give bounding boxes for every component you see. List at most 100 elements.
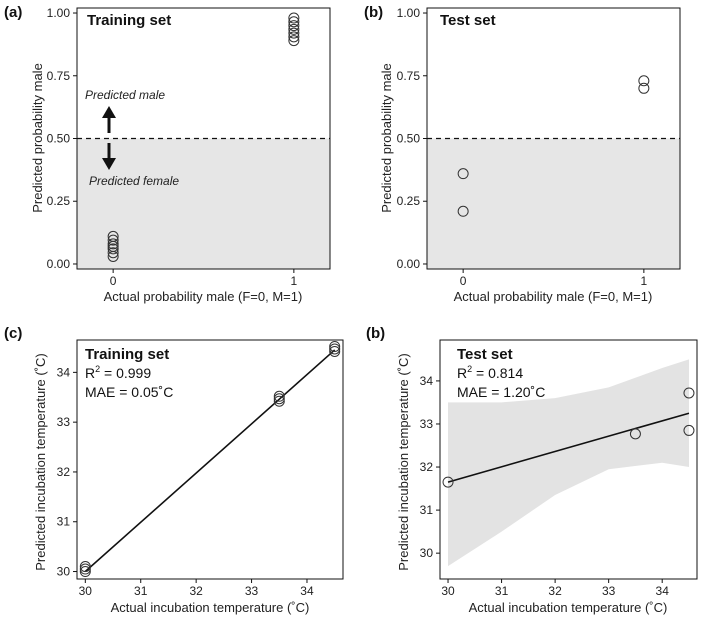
arrow-up-icon (102, 106, 116, 133)
frame-border (76, 339, 344, 580)
panel-title: Test set (457, 346, 513, 363)
y-tick-label: 0.75 (47, 69, 71, 83)
data-point (107, 230, 119, 242)
x-tick-label: 0 (460, 274, 467, 288)
y-tick-label: 0.50 (397, 132, 421, 146)
axis-ticks: 0 1 0.00 0.25 0.50 0.75 1.00 (47, 6, 298, 288)
mae-stat: MAE = 1.20˚C (457, 384, 545, 400)
data-point (273, 395, 285, 407)
panel-title: Training set (87, 12, 171, 29)
x-axis-label: Actual probability male (F=0, M=1) (454, 289, 653, 304)
y-tick-label: 0.75 (397, 69, 421, 83)
x-tick-label: 31 (495, 584, 509, 598)
data-points (442, 387, 695, 488)
data-point (107, 243, 119, 255)
data-point (288, 31, 300, 43)
data-point (683, 424, 695, 436)
data-points (79, 340, 341, 578)
y-tick-label: 31 (420, 503, 434, 517)
y-axis-label: Predicted probability male (379, 63, 394, 213)
data-points (107, 12, 300, 262)
y-tick-label: 0.00 (47, 257, 71, 271)
x-tick-label: 32 (548, 584, 562, 598)
data-point (329, 343, 341, 355)
shaded-region (77, 138, 330, 269)
x-tick-label: 33 (602, 584, 616, 598)
data-point (683, 387, 695, 399)
x-tick-label: 34 (656, 584, 670, 598)
y-tick-label: 33 (57, 415, 71, 429)
x-tick-label: 31 (134, 584, 148, 598)
y-tick-label: 33 (420, 417, 434, 431)
r-squared-stat: R2 = 0.999 (85, 364, 151, 381)
x-tick-label: 30 (79, 584, 93, 598)
x-tick-label: 30 (441, 584, 455, 598)
axis-ticks: 30 31 32 33 34 30 31 32 33 34 (57, 365, 314, 598)
r-squared-stat: R2 = 0.814 (457, 364, 523, 381)
fit-line (84, 349, 336, 573)
data-point (638, 75, 650, 87)
y-tick-label: 0.50 (47, 132, 71, 146)
data-point (107, 234, 119, 246)
confidence-band (448, 359, 689, 567)
data-point (638, 82, 650, 94)
data-point (442, 476, 454, 488)
x-axis-label: Actual incubation temperature (˚C) (111, 600, 310, 615)
data-point (79, 566, 91, 578)
data-point (288, 16, 300, 28)
data-point (288, 20, 300, 32)
panel-title: Training set (85, 346, 169, 363)
panel-label: (b) (366, 325, 385, 342)
arrow-down-icon (102, 143, 116, 170)
panel-c-training-temperature: (c) 30 31 32 33 34 30 31 32 33 34 Training set R2… (4, 325, 344, 615)
x-axis-label: Actual incubation temperature (˚C) (469, 600, 668, 615)
data-point (79, 563, 91, 575)
panel-b-test-temperature: (b) 30 31 32 33 34 30 31 32 33 34 Test set R2 = 0… (366, 325, 698, 615)
data-point (457, 205, 469, 217)
data-point (273, 390, 285, 402)
y-tick-label: 32 (420, 460, 434, 474)
y-tick-label: 0.00 (397, 257, 421, 271)
y-axis-label: Predicted incubation temperature (˚C) (396, 353, 411, 571)
x-tick-label: 1 (641, 274, 648, 288)
axis-ticks: 30 31 32 33 34 30 31 32 33 34 (420, 374, 670, 598)
fit-line (447, 412, 690, 483)
data-point (629, 428, 641, 440)
female-region-shading (77, 138, 330, 269)
data-point (288, 27, 300, 39)
y-axis-label: Predicted probability male (30, 63, 45, 213)
x-tick-label: 32 (189, 584, 203, 598)
panel-b-test-probability: (b) 0 1 0.00 0.25 0.50 0.75 1.00 Test set Actu… (364, 4, 681, 304)
shaded-region (427, 138, 680, 269)
data-point (107, 247, 119, 259)
y-tick-label: 31 (57, 515, 71, 529)
data-point (79, 561, 91, 573)
panel-label: (c) (4, 325, 22, 342)
annotation-predicted-female: Predicted female (89, 174, 179, 188)
confidence-band-area (448, 359, 689, 567)
data-point (288, 12, 300, 24)
y-tick-label: 34 (57, 365, 71, 379)
data-point (273, 393, 285, 405)
y-axis-label: Predicted incubation temperature (˚C) (33, 353, 48, 571)
frame-border (439, 339, 698, 580)
data-point (457, 168, 469, 180)
axis-ticks: 0 1 0.00 0.25 0.50 0.75 1.00 (397, 6, 648, 288)
mae-stat: MAE = 0.05˚C (85, 384, 173, 400)
female-region-shading (427, 138, 680, 269)
y-tick-label: 32 (57, 465, 71, 479)
panel-label: (b) (364, 4, 383, 21)
plot-frame (439, 339, 698, 580)
data-point (329, 345, 341, 357)
panel-a-training-probability: (a) 0 10.000.250.500.751.00 Training set … (4, 4, 331, 304)
x-tick-label: 0 (110, 274, 117, 288)
y-tick-label: 1.00 (397, 6, 421, 20)
x-tick-label: 33 (245, 584, 259, 598)
x-tick-label: 1 (291, 274, 298, 288)
x-axis-label: Actual probability male (F=0, M=1) (104, 289, 303, 304)
data-point (329, 340, 341, 352)
regression-line (447, 412, 690, 483)
data-point (288, 23, 300, 35)
data-point (288, 35, 300, 47)
